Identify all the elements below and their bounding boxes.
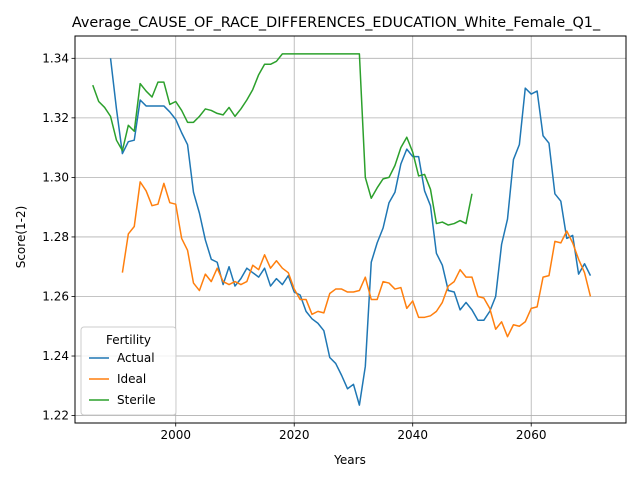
x-tick-label: 2060 (516, 428, 547, 442)
y-tick-label: 1.30 (42, 170, 69, 184)
legend-label-actual: Actual (117, 351, 155, 365)
y-tick-label: 1.26 (42, 289, 69, 303)
legend-box (80, 326, 177, 416)
legend-label-ideal: Ideal (117, 372, 146, 386)
y-tick-label: 1.24 (42, 349, 69, 363)
y-tick-label: 1.34 (42, 51, 69, 65)
axis-ticks: 2000 2020 2040 2060 1.22 1.24 1.26 1.28 1.30 1.32… (42, 51, 546, 442)
x-tick-label: 2000 (160, 428, 191, 442)
legend-title: Fertility (106, 333, 151, 347)
legend-label-sterile: Sterile (117, 393, 156, 407)
x-axis-label: Years (333, 453, 366, 467)
plot-lines (92, 53, 592, 406)
legend-entries: Actual Ideal Sterile (89, 351, 156, 407)
series-line-sterile (92, 53, 473, 226)
y-axis-label: Score(1-2) (14, 206, 28, 269)
x-tick-label: 2040 (397, 428, 428, 442)
plot-frame (74, 35, 627, 424)
series-line-actual (109, 58, 592, 406)
y-tick-label: 1.28 (42, 230, 69, 244)
chart-title: Average_CAUSE_OF_RACE_DIFFERENCES_EDUCAT… (72, 15, 601, 31)
legend: Fertility Actual Ideal Sterile (80, 326, 177, 416)
x-tick-label: 2020 (279, 428, 310, 442)
series-line-ideal (121, 181, 592, 338)
y-tick-label: 1.32 (42, 111, 69, 125)
y-tick-label: 1.22 (42, 409, 69, 423)
